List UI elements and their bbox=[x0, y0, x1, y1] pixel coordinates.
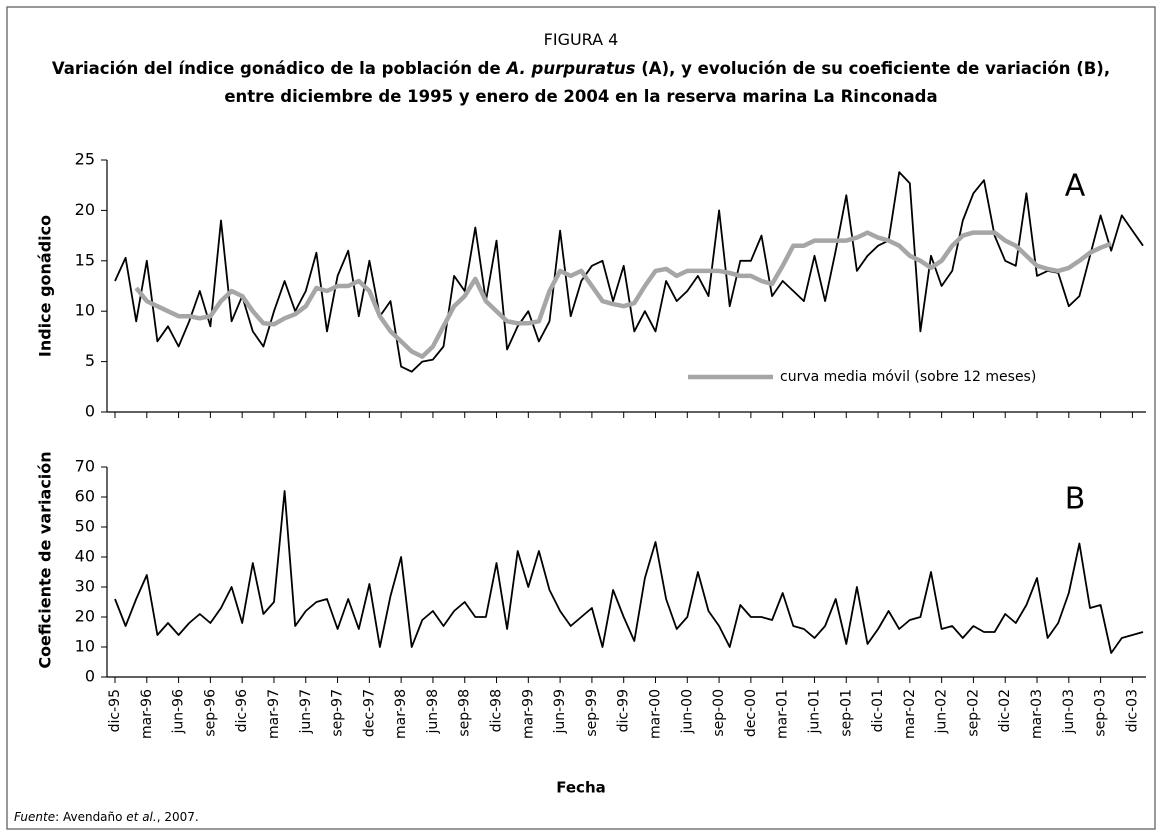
y-tick-label: 10 bbox=[75, 637, 95, 656]
x-tick-label: sep-99 bbox=[584, 689, 600, 737]
x-tick-label: mar-02 bbox=[902, 689, 918, 739]
data-line bbox=[114, 490, 1144, 654]
y-tick-label: 15 bbox=[75, 250, 95, 269]
title: Variación del índice gonádico de la pobl… bbox=[20, 55, 1142, 111]
x-axis-label: Fecha bbox=[556, 779, 606, 797]
legend-label: curva media móvil (sobre 12 meses) bbox=[780, 369, 1036, 385]
y-tick-label: 5 bbox=[85, 351, 95, 370]
y-tick-label: 10 bbox=[75, 301, 95, 320]
x-tick-label: jun-97 bbox=[298, 689, 314, 735]
x-tick-label: dic-96 bbox=[234, 689, 250, 732]
x-tick-label: mar-03 bbox=[1029, 689, 1045, 739]
header: FIGURA 4 Variación del índice gonádico d… bbox=[20, 30, 1142, 111]
x-tick-label: jun-00 bbox=[679, 689, 695, 735]
x-tick-label: mar-99 bbox=[520, 689, 536, 739]
source-text: : Avendaño bbox=[55, 810, 127, 824]
x-tick-label: mar-01 bbox=[775, 689, 791, 739]
x-tick-label: jun-99 bbox=[552, 689, 568, 735]
x-tick-label: sep-98 bbox=[457, 689, 473, 737]
source: Fuente: Avendaño et al., 2007. bbox=[14, 810, 199, 824]
x-tick-label: sep-03 bbox=[1093, 689, 1109, 737]
x-tick-label: mar-98 bbox=[393, 689, 409, 739]
y-tick-label: 60 bbox=[75, 487, 95, 506]
y-axis-label: Coeficiente de variación bbox=[36, 451, 55, 668]
x-tick-label: jun-02 bbox=[934, 689, 950, 735]
x-tick-label: jun-96 bbox=[171, 689, 187, 735]
y-tick-label: 20 bbox=[75, 200, 95, 219]
moving-average-line bbox=[134, 230, 1112, 359]
x-tick-label: dic-02 bbox=[997, 689, 1013, 732]
panel-letter: A bbox=[1065, 169, 1086, 204]
data-line bbox=[114, 171, 1144, 373]
figure-label: FIGURA 4 bbox=[543, 30, 619, 49]
x-tick-label: sep-01 bbox=[838, 689, 854, 737]
x-tick-label: dic-03 bbox=[1124, 689, 1140, 732]
title-text: (A), y evolución de su coeficiente de va… bbox=[224, 59, 1111, 106]
x-tick-label: jun-01 bbox=[806, 689, 822, 735]
x-tick-label: mar-96 bbox=[139, 689, 155, 739]
x-tick-label: sep-97 bbox=[330, 689, 346, 737]
y-tick-label: 50 bbox=[75, 517, 95, 536]
x-tick-label: jun-98 bbox=[425, 689, 441, 735]
y-tick-label: 70 bbox=[75, 457, 95, 476]
y-axis-label: Indice gonádico bbox=[36, 215, 55, 357]
x-tick-label: dec-97 bbox=[361, 689, 377, 737]
x-tick-label: mar-97 bbox=[266, 689, 282, 739]
y-tick-label: 20 bbox=[75, 607, 95, 626]
title-text: Variación del índice gonádico de la pobl… bbox=[51, 59, 507, 78]
x-tick-label: sep-00 bbox=[711, 689, 727, 737]
frame bbox=[6, 6, 1156, 830]
x-tick-label: sep-96 bbox=[202, 689, 218, 737]
source-etal: et al. bbox=[126, 810, 157, 824]
x-tick-label: dic-95 bbox=[107, 689, 123, 732]
y-tick-label: 0 bbox=[85, 667, 95, 686]
x-tick-label: dic-98 bbox=[489, 689, 505, 732]
y-tick-label: 0 bbox=[85, 402, 95, 421]
x-tick-label: sep-02 bbox=[965, 689, 981, 737]
panel-letter: B bbox=[1065, 482, 1086, 517]
y-tick-label: 25 bbox=[75, 150, 95, 169]
x-tick-label: jun-03 bbox=[1061, 689, 1077, 735]
x-tick-label: dic-01 bbox=[870, 689, 886, 732]
x-tick-label: dic-99 bbox=[616, 689, 632, 732]
title-species: A. purpuratus bbox=[506, 59, 636, 78]
x-tick-label: mar-00 bbox=[647, 689, 663, 739]
source-text: , 2007. bbox=[156, 810, 199, 824]
source-label: Fuente bbox=[14, 810, 56, 824]
y-tick-label: 40 bbox=[75, 547, 95, 566]
y-tick-label: 30 bbox=[75, 577, 95, 596]
x-tick-label: dec-00 bbox=[743, 689, 759, 737]
